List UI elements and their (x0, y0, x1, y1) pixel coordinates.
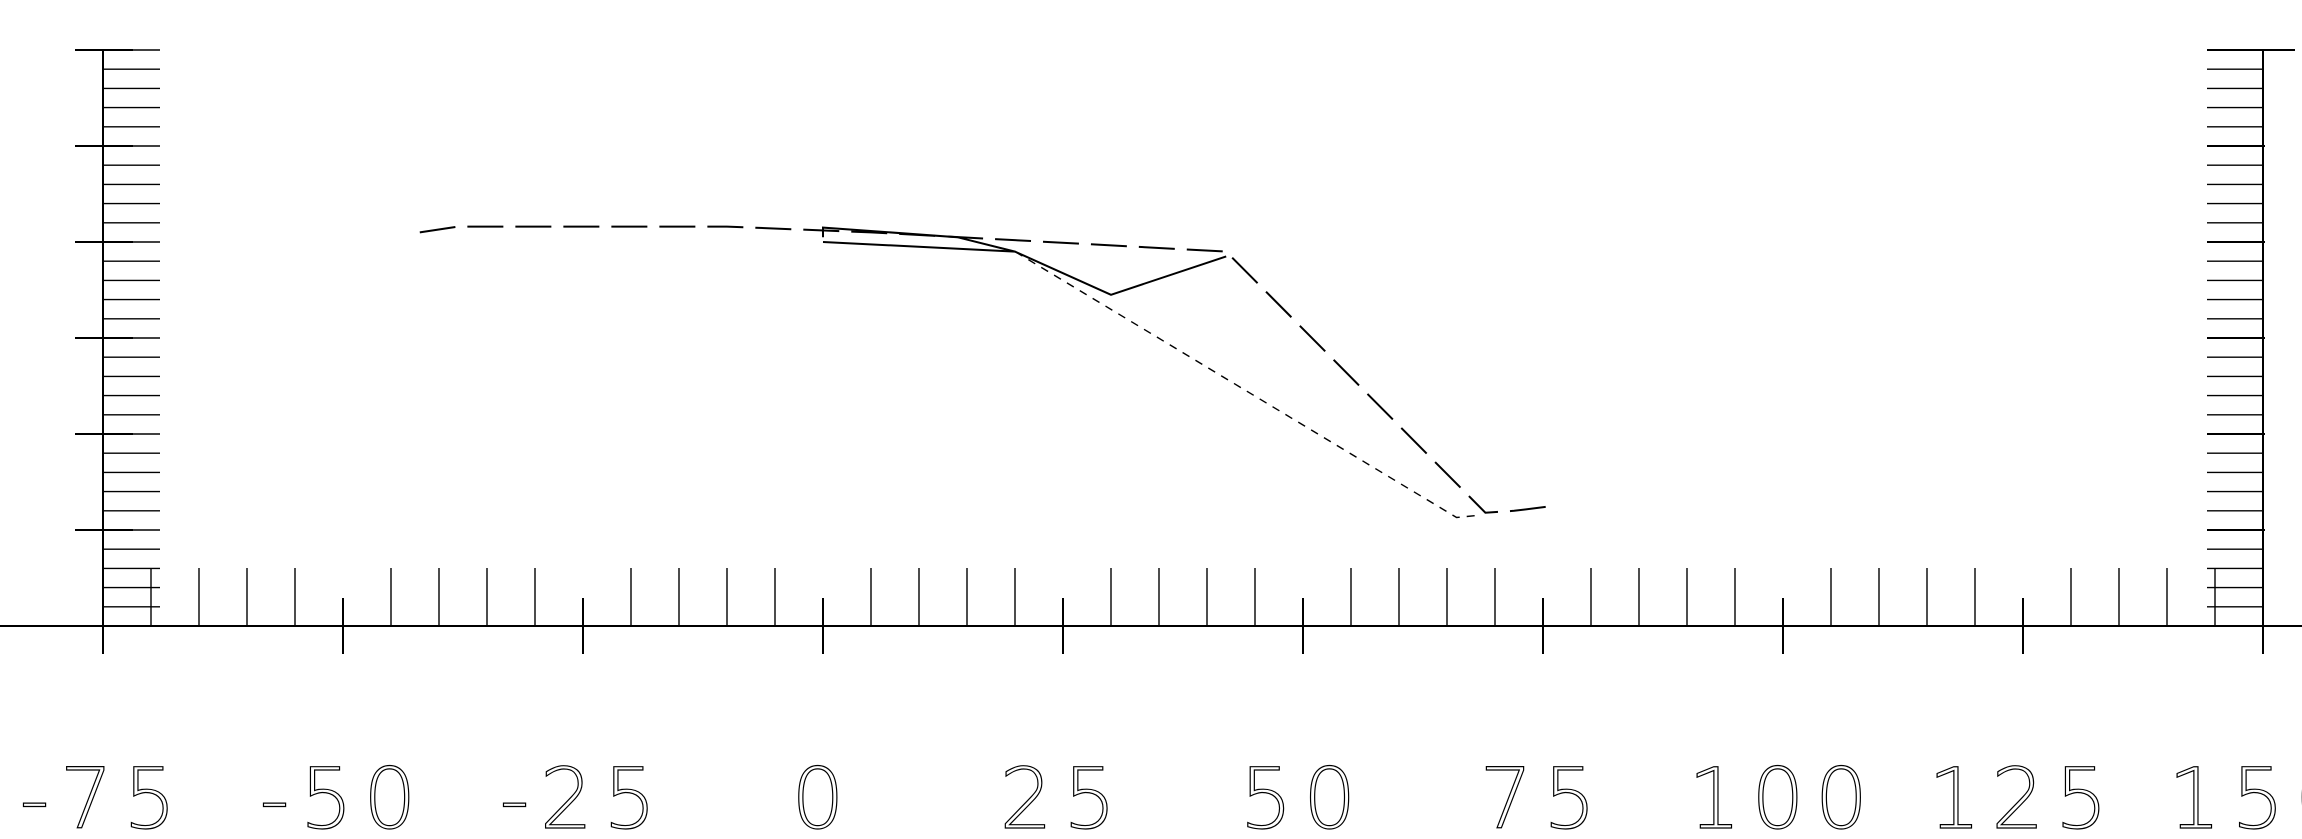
x-tick-label: 25 (1000, 750, 1127, 839)
x-tick-label: -25 (499, 750, 666, 839)
x-tick-label: -75 (19, 750, 186, 839)
series-line-3 (822, 226, 1016, 253)
right-vertical-scale (2207, 49, 2295, 627)
x-tick-label: 75 (1480, 750, 1607, 839)
x-tick-label: 50 (1240, 750, 1367, 839)
x-tick-label: 0 (791, 750, 854, 839)
x-tick-label: -50 (259, 750, 426, 839)
x-tick-label: 125 (1928, 750, 2118, 839)
x-tick-label: 150 (2168, 750, 2302, 839)
left-vertical-scale (75, 49, 160, 627)
x-axis (0, 568, 2302, 654)
profile-lines (419, 225, 1553, 519)
x-tick-label: 100 (1688, 750, 1878, 839)
x-tick-labels: -75 -50 -25 0 25 50 75 100 125 150 (19, 749, 2302, 839)
series-line-1 (419, 225, 1553, 514)
series-line-2 (822, 241, 1227, 296)
series-line-4 (957, 236, 1476, 519)
